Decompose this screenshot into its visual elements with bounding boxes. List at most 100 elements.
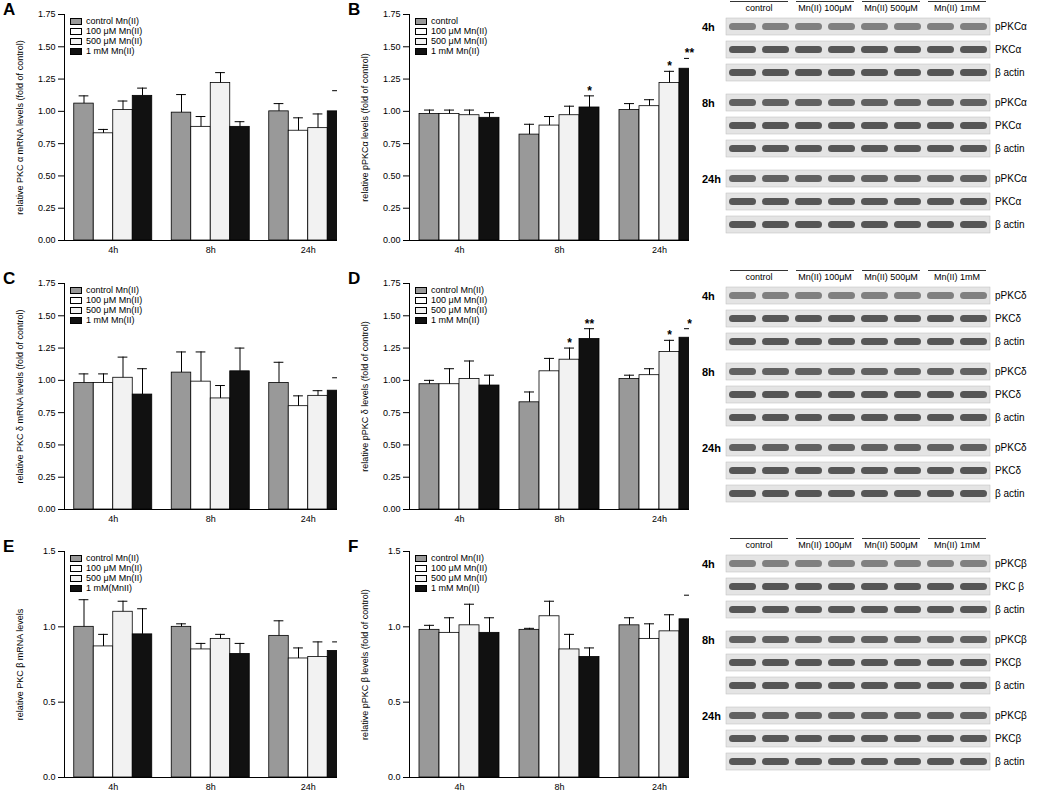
svg-text:24h: 24h [702, 710, 721, 722]
svg-text:*: * [667, 328, 672, 342]
svg-text:24h: 24h [301, 782, 316, 792]
svg-text:*: * [587, 84, 592, 98]
svg-text:4h: 4h [702, 21, 715, 33]
svg-text:1.00: 1.00 [38, 375, 56, 385]
svg-text:β actin: β actin [995, 488, 1025, 499]
svg-text:control: control [745, 272, 772, 282]
svg-text:4h: 4h [702, 558, 715, 570]
svg-text:4h: 4h [702, 289, 715, 301]
svg-text:0.25: 0.25 [383, 203, 401, 213]
svg-text:pPKCα: pPKCα [995, 21, 1027, 32]
svg-text:4h: 4h [454, 782, 464, 792]
svg-text:1.50: 1.50 [38, 42, 56, 52]
svg-text:1.75: 1.75 [383, 9, 401, 19]
svg-text:1.25: 1.25 [383, 342, 401, 352]
svg-text:control: control [745, 540, 772, 550]
svg-text:8h: 8h [206, 513, 216, 523]
svg-text:Mn(II) 100μM: Mn(II) 100μM [798, 540, 852, 550]
svg-text:Mn(II) 500μM: Mn(II) 500μM [864, 3, 918, 13]
svg-text:pPKCδ: pPKCδ [995, 442, 1027, 453]
svg-text:pPKCδ: pPKCδ [995, 366, 1027, 377]
svg-text:24h: 24h [652, 782, 667, 792]
svg-text:0.25: 0.25 [38, 472, 56, 482]
svg-text:1.25: 1.25 [383, 74, 401, 84]
svg-text:24h: 24h [301, 513, 316, 523]
svg-text:8h: 8h [702, 97, 715, 109]
svg-text:β actin: β actin [995, 604, 1025, 615]
svg-text:1.00: 1.00 [383, 375, 401, 385]
svg-text:pPKCα: pPKCα [995, 97, 1027, 108]
svg-text:1.25: 1.25 [38, 74, 56, 84]
svg-text:0.00: 0.00 [383, 504, 401, 514]
svg-text:1.5: 1.5 [43, 546, 56, 556]
svg-text:1.50: 1.50 [383, 42, 401, 52]
svg-text:relative PKC α mRNA levels (fo: relative PKC α mRNA levels (fold of cont… [15, 40, 25, 214]
svg-text:1.0: 1.0 [388, 622, 401, 632]
svg-text:24h: 24h [301, 245, 316, 255]
svg-text:Mn(II) 500μM: Mn(II) 500μM [864, 272, 918, 282]
svg-text:PKCβ: PKCβ [995, 733, 1022, 744]
svg-text:1.25: 1.25 [38, 342, 56, 352]
svg-text:Mn(II) 100μM: Mn(II) 100μM [798, 3, 852, 13]
svg-text:0.75: 0.75 [383, 407, 401, 417]
svg-text:Mn(II) 1mM: Mn(II) 1mM [934, 540, 980, 550]
svg-text:0.5: 0.5 [388, 697, 401, 707]
svg-text:PKCα: PKCα [995, 120, 1022, 131]
svg-text:4h: 4h [108, 245, 118, 255]
svg-text:**: ** [685, 46, 695, 60]
svg-text:1.50: 1.50 [38, 310, 56, 320]
svg-text:relative PKC δ mRNA levels (fo: relative PKC δ mRNA levels (fold of cont… [15, 309, 25, 483]
svg-text:0.25: 0.25 [38, 203, 56, 213]
svg-text:8h: 8h [554, 782, 564, 792]
svg-text:pPKCβ: pPKCβ [995, 634, 1027, 645]
svg-text:0.0: 0.0 [388, 772, 401, 782]
svg-text:Mn(II) 1mM: Mn(II) 1mM [934, 3, 980, 13]
svg-text:1.75: 1.75 [38, 278, 56, 288]
svg-text:relative pPKCα levels (fold of: relative pPKCα levels (fold of control) [360, 53, 370, 201]
svg-text:Mn(II) 100μM: Mn(II) 100μM [798, 272, 852, 282]
svg-text:0.00: 0.00 [38, 504, 56, 514]
svg-text:pPKCβ: pPKCβ [995, 558, 1027, 569]
svg-text:PKCδ: PKCδ [995, 389, 1022, 400]
svg-text:24h: 24h [702, 441, 721, 453]
svg-text:*: * [567, 335, 572, 349]
svg-text:*: * [687, 316, 692, 330]
svg-text:PKCα: PKCα [995, 44, 1022, 55]
svg-text:4h: 4h [108, 782, 118, 792]
svg-text:β actin: β actin [995, 680, 1025, 691]
svg-text:relative pPKC δ levels (fold o: relative pPKC δ levels (fold of control) [360, 321, 370, 472]
svg-text:0.00: 0.00 [38, 235, 56, 245]
svg-text:*: * [667, 59, 672, 73]
svg-text:8h: 8h [206, 782, 216, 792]
svg-text:0.50: 0.50 [38, 439, 56, 449]
svg-text:4h: 4h [108, 513, 118, 523]
svg-text:8h: 8h [702, 365, 715, 377]
svg-text:1.0: 1.0 [43, 622, 56, 632]
svg-text:β actin: β actin [995, 67, 1025, 78]
svg-text:PKCβ: PKCβ [995, 657, 1022, 668]
svg-text:0.25: 0.25 [383, 472, 401, 482]
svg-text:8h: 8h [702, 634, 715, 646]
svg-text:pPKCδ: pPKCδ [995, 290, 1027, 301]
svg-text:0.50: 0.50 [383, 171, 401, 181]
svg-text:β actin: β actin [995, 756, 1025, 767]
svg-text:1.00: 1.00 [38, 106, 56, 116]
svg-text:0.0: 0.0 [43, 772, 56, 782]
svg-text:**: ** [585, 316, 595, 330]
svg-text:24h: 24h [702, 173, 721, 185]
svg-text:4h: 4h [454, 245, 464, 255]
svg-text:relative PKC β mRNA levels: relative PKC β mRNA levels [15, 608, 25, 720]
svg-text:4h: 4h [454, 513, 464, 523]
svg-text:0.50: 0.50 [38, 171, 56, 181]
svg-text:PKCα: PKCα [995, 196, 1022, 207]
svg-text:1.50: 1.50 [383, 310, 401, 320]
svg-text:1.75: 1.75 [383, 278, 401, 288]
svg-text:PKCδ: PKCδ [995, 313, 1022, 324]
svg-text:8h: 8h [554, 513, 564, 523]
svg-text:β actin: β actin [995, 336, 1025, 347]
svg-text:0.5: 0.5 [43, 697, 56, 707]
svg-text:0.75: 0.75 [38, 139, 56, 149]
svg-text:PKC β: PKC β [995, 581, 1024, 592]
svg-text:0.00: 0.00 [383, 235, 401, 245]
svg-text:8h: 8h [206, 245, 216, 255]
